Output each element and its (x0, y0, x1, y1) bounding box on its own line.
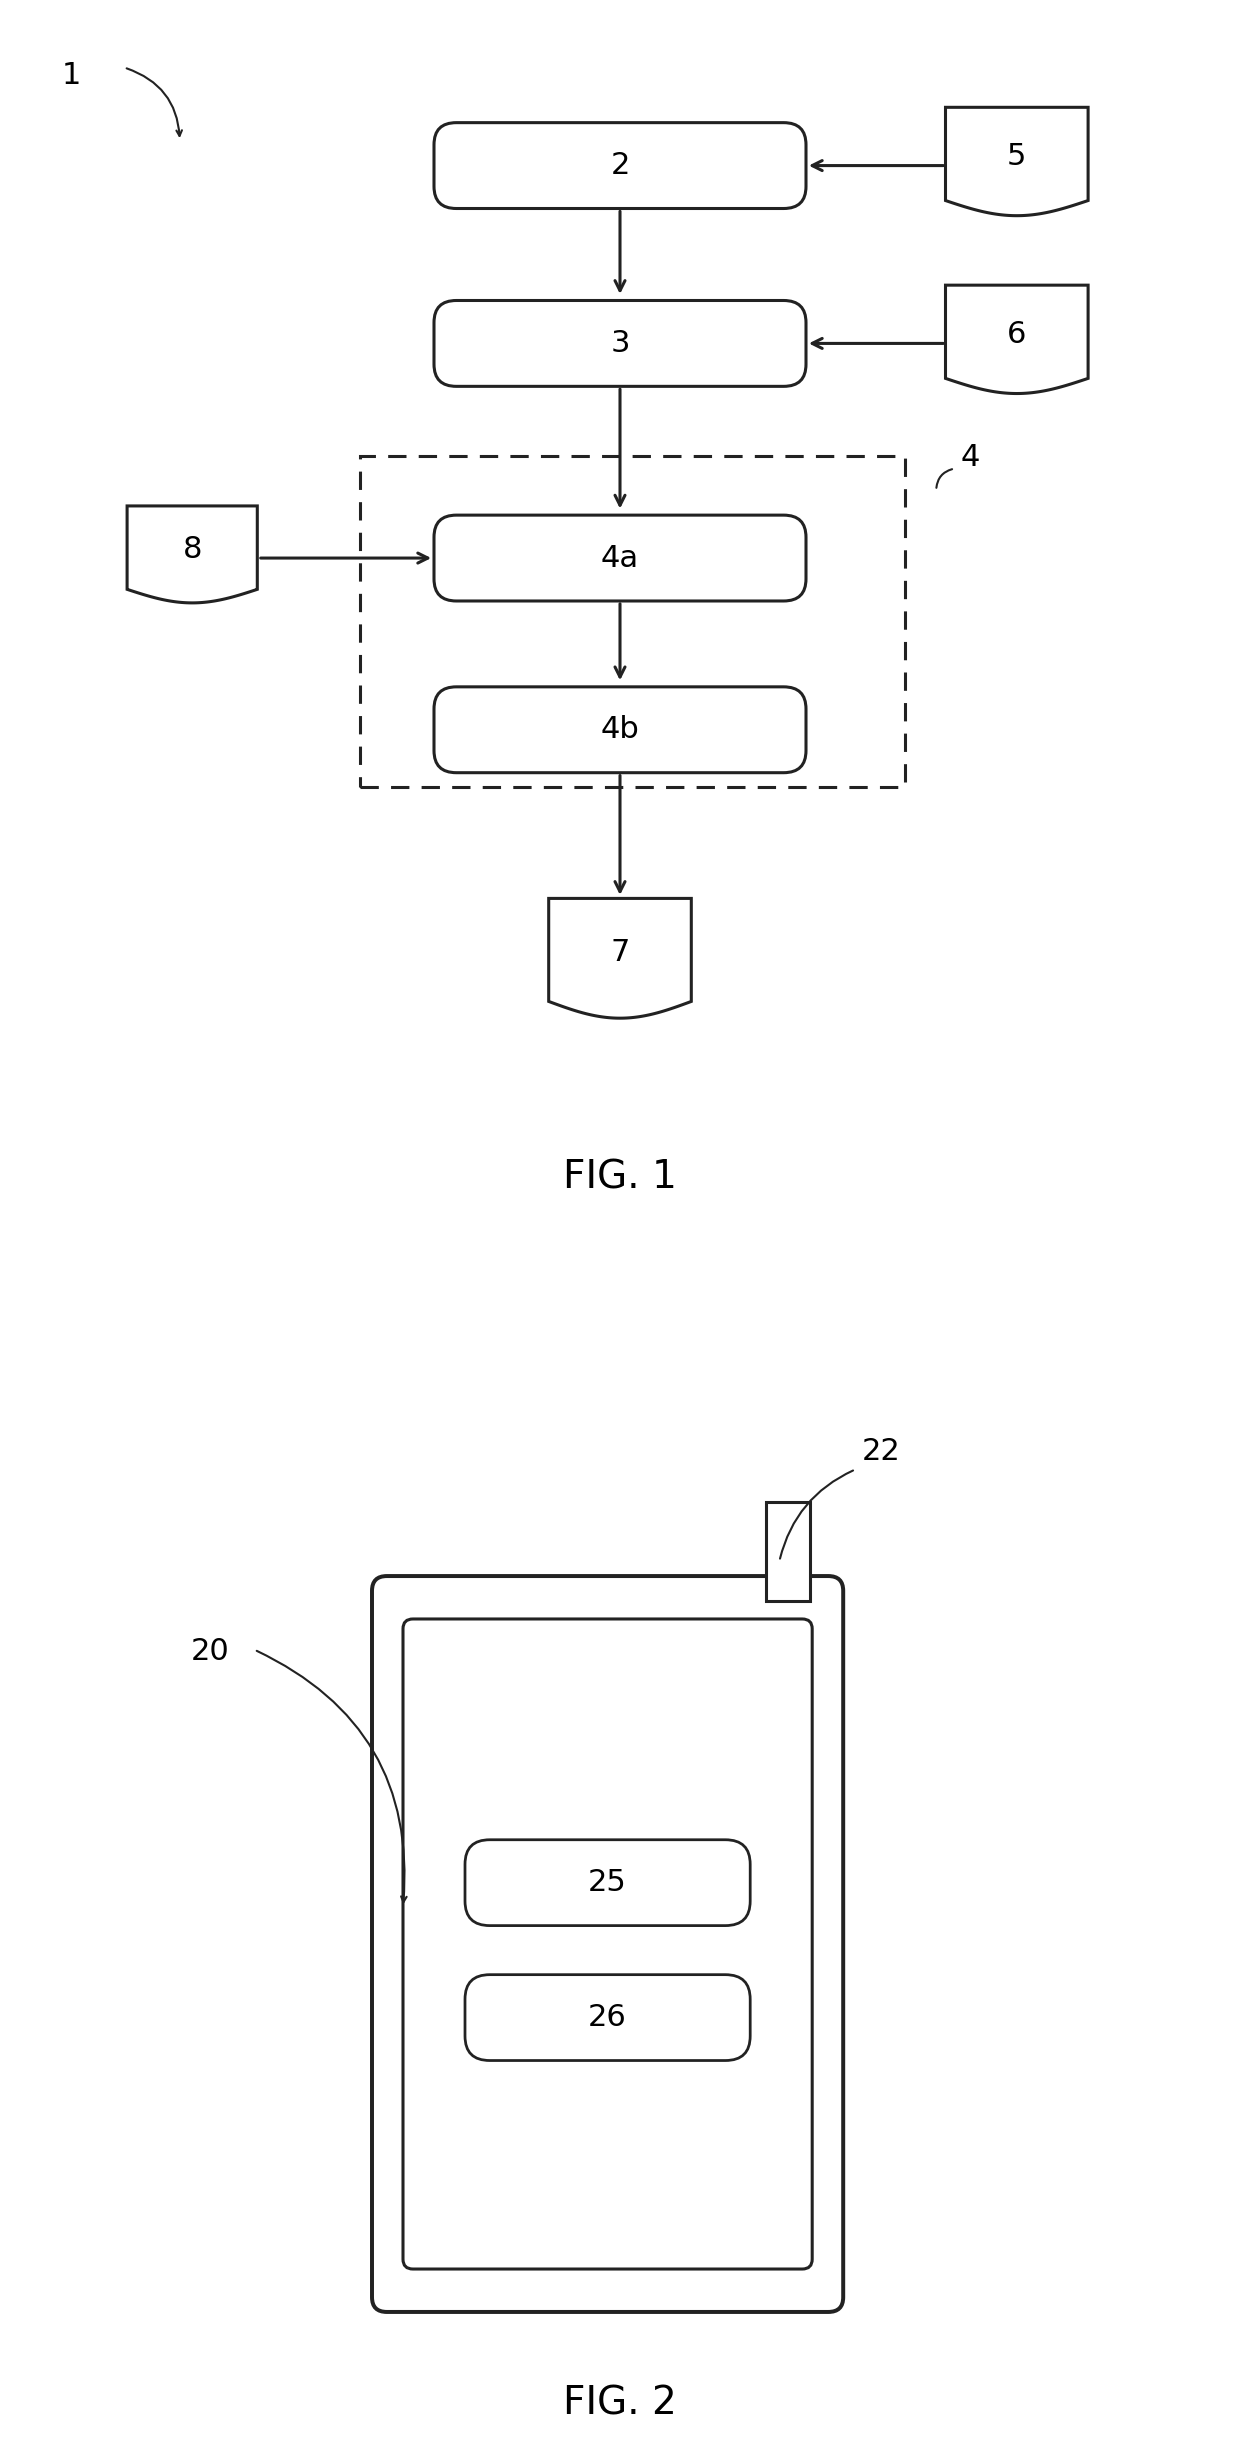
Text: FIG. 1: FIG. 1 (563, 1158, 677, 1197)
Text: FIG. 2: FIG. 2 (563, 2384, 677, 2424)
Text: 22: 22 (862, 1437, 900, 1464)
FancyBboxPatch shape (434, 123, 806, 209)
Text: 3: 3 (610, 329, 630, 358)
FancyBboxPatch shape (465, 1975, 750, 2061)
Text: 2: 2 (610, 152, 630, 179)
FancyBboxPatch shape (403, 1619, 812, 2269)
FancyBboxPatch shape (465, 1840, 750, 1926)
FancyBboxPatch shape (434, 687, 806, 773)
Text: 26: 26 (588, 2004, 627, 2031)
Text: 4: 4 (961, 444, 981, 471)
Text: 25: 25 (588, 1869, 627, 1896)
Text: 5: 5 (1007, 142, 1027, 172)
Polygon shape (128, 505, 258, 603)
Text: 20: 20 (191, 1639, 229, 1666)
Text: 8: 8 (182, 535, 202, 564)
Polygon shape (945, 285, 1089, 392)
Text: 4b: 4b (600, 716, 640, 743)
Polygon shape (945, 108, 1089, 216)
Text: 1: 1 (61, 61, 81, 91)
Text: 4a: 4a (601, 545, 639, 572)
Text: 7: 7 (610, 937, 630, 966)
FancyBboxPatch shape (372, 1577, 843, 2311)
FancyBboxPatch shape (434, 515, 806, 601)
FancyBboxPatch shape (434, 302, 806, 385)
Text: 6: 6 (1007, 319, 1027, 348)
Polygon shape (549, 898, 692, 1018)
Polygon shape (766, 1501, 810, 1602)
